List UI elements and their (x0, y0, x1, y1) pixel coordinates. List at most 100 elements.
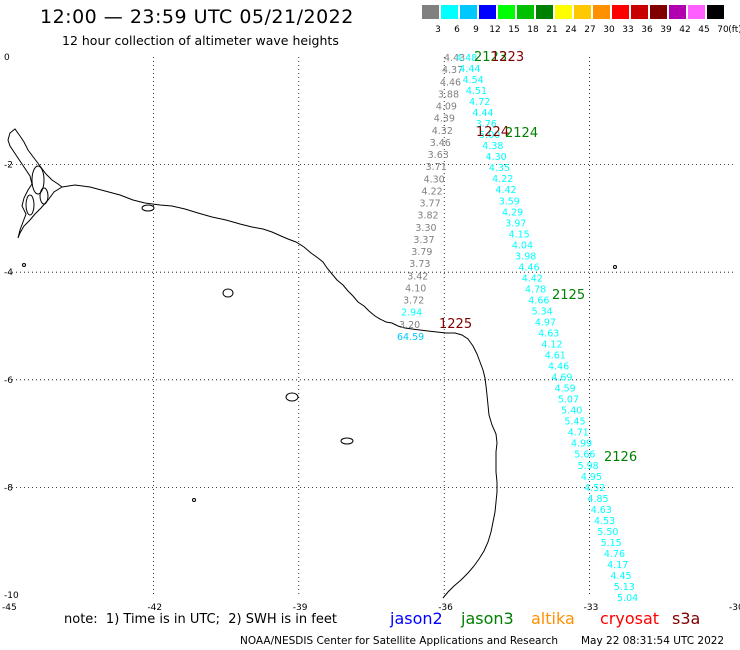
swh-value: 5.15 (601, 538, 622, 549)
swh-value: 5.04 (617, 593, 638, 604)
swh-value: 4.59 (555, 384, 576, 395)
swh-value: 5.66 (574, 450, 595, 461)
mainland-coast (61, 184, 498, 599)
pass-time-label: 2126 (604, 450, 637, 465)
swh-value: 4.97 (535, 317, 556, 328)
footer-note: note: 1) Time is in UTC; 2) SWH is in fe… (64, 612, 337, 627)
legend-swatch (498, 5, 515, 19)
legend-label: 33 (622, 25, 634, 35)
swh-value: 4.69 (551, 373, 572, 384)
swh-value: 4.22 (422, 186, 443, 197)
lat-lon-grid (8, 57, 735, 595)
generation-timestamp: May 22 08:31:54 UTC 2022 (581, 635, 725, 647)
swh-value: 4.12 (541, 340, 562, 351)
coastline (7, 128, 617, 599)
swh-value: 4.10 (405, 283, 426, 294)
delta-coast (7, 128, 63, 239)
swh-value: 4.30 (424, 174, 445, 185)
track-right: 4.484.444.544.514.724.443.765.004.384.30… (456, 53, 638, 604)
swh-value: 4.46 (548, 362, 569, 373)
swh-value: 64.59 (397, 332, 424, 343)
legend-swatch (650, 5, 667, 19)
swh-value: 5.98 (578, 461, 599, 472)
lon-label: -30 (729, 603, 740, 613)
legend-swatch (707, 5, 724, 19)
island (39, 187, 49, 205)
swh-value: 3.37 (413, 235, 434, 246)
swh-value: 4.45 (610, 571, 631, 582)
swh-value: 4.63 (591, 505, 612, 516)
map-title: 12:00 — 23:59 UTC 05/21/2022 (40, 6, 354, 28)
swh-value: 3.30 (415, 223, 436, 234)
swh-value: 3.97 (505, 218, 526, 229)
swh-value: 4.09 (436, 102, 457, 113)
swh-value: 4.35 (489, 163, 510, 174)
swh-value: 4.53 (594, 516, 615, 527)
legend-swatch (460, 5, 477, 19)
swh-value: 5.45 (564, 417, 585, 428)
swh-value: 3.77 (419, 199, 440, 210)
pass-time-label: 2125 (552, 288, 585, 303)
swh-value: 5.40 (561, 406, 582, 417)
legend-unit: (ft) (728, 25, 740, 35)
swh-value: 4.66 (528, 295, 549, 306)
swh-value: 4.30 (486, 152, 507, 163)
swh-value: 4.85 (587, 494, 608, 505)
lat-label: -10 (4, 591, 19, 601)
lon-label: -36 (438, 603, 453, 613)
island (31, 165, 45, 195)
swh-value: 4.46 (440, 77, 461, 88)
island (340, 437, 354, 445)
island (613, 265, 617, 269)
axis-labels: -45 -42 -39 -36 -33 -30 0 -2 -4 -6 -8 -10 (2, 53, 740, 613)
swh-value: 4.46 (518, 262, 539, 273)
swh-value: 4.43 (444, 53, 465, 64)
legend-label: 27 (584, 25, 596, 35)
swh-value: 3.73 (409, 259, 430, 270)
legend-label: 21 (546, 25, 558, 35)
lat-label: -8 (4, 483, 13, 493)
legend-label: 6 (454, 25, 460, 35)
track-left: 4.434.374.463.88 4.094.394.323.463.633.71… (397, 53, 465, 343)
swh-value: 4.39 (434, 114, 455, 125)
legend-label: 15 (508, 25, 520, 35)
swh-value: 4.71 (568, 428, 589, 439)
legend-swatch (688, 5, 705, 19)
swh-value: 5.34 (532, 306, 553, 317)
swh-value: 3.76 (476, 119, 497, 130)
lat-label: -4 (4, 268, 13, 278)
swh-value: 3.79 (411, 247, 432, 258)
island (22, 263, 26, 267)
island (25, 194, 35, 216)
lon-label: -45 (2, 603, 17, 613)
legend-label: 12 (489, 25, 501, 35)
swh-value: 3.98 (515, 251, 536, 262)
swh-value: 4.63 (538, 329, 559, 340)
swh-value: 3.63 (428, 150, 449, 161)
swh-value: 4.76 (604, 549, 625, 560)
swh-value: 4.42 (522, 273, 543, 284)
legend-swatch (517, 5, 534, 19)
lat-label: 0 (4, 53, 10, 63)
legend-label: 36 (641, 25, 653, 35)
swh-value: 4.17 (607, 560, 628, 571)
swh-value: 4.44 (459, 64, 480, 75)
legend-swatch (612, 5, 629, 19)
legend-swatch (479, 5, 496, 19)
lon-label: -39 (293, 603, 308, 613)
pass-time-label: 1224 (476, 125, 509, 140)
swh-value: 4.32 (432, 126, 453, 137)
legend-swatch (574, 5, 591, 19)
swh-value: 3.82 (417, 211, 438, 222)
swh-value: 4.44 (472, 108, 493, 119)
legend-label: 45 (698, 25, 710, 35)
swh-value: 3.42 (407, 271, 428, 282)
swh-value: 4.51 (466, 86, 487, 97)
satellite-jason2: jason2 (390, 609, 443, 628)
swh-value: 4.95 (581, 472, 602, 483)
swh-value: 4.99 (571, 439, 592, 450)
pass-time-label: 1223 (491, 50, 524, 65)
pass-time-label: 2123 (474, 50, 507, 65)
